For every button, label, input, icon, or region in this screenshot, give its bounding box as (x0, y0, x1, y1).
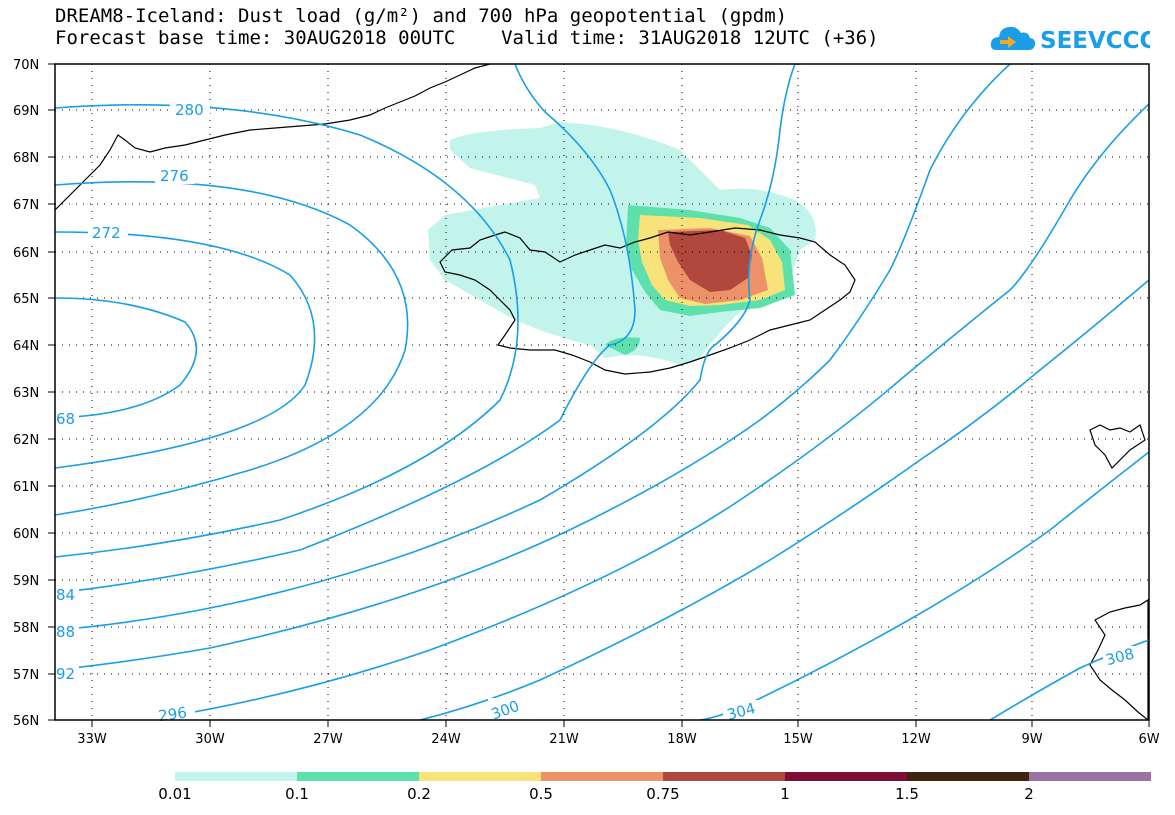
lat-label: 61N (13, 480, 39, 495)
lat-label: 64N (13, 339, 39, 354)
dust-level-0.1-south (605, 337, 640, 355)
colorbar-label: 0.01 (158, 785, 192, 803)
lat-label: 66N (13, 246, 39, 261)
scotland-coastline (1089, 598, 1149, 720)
contour-296 (159, 103, 1149, 719)
colorbar-swatch (785, 772, 907, 781)
iceland-coastline (439, 227, 856, 375)
lon-label: 15W (783, 732, 813, 747)
colorbar-label: 0.2 (407, 785, 431, 803)
longitude-labels: 33W 30W 27W 24W 21W 18W 15W 12W 9W 6W (77, 732, 1159, 747)
contour-label-280: 280 (175, 101, 204, 119)
contour-label-284: 84 (56, 586, 75, 604)
contour-272 (55, 231, 316, 469)
latitude-labels: 70N 69N 68N 67N 66N 65N 64N 63N 62N 61N … (13, 58, 39, 729)
contour-304 (699, 451, 1149, 720)
colorbar-swatch (541, 772, 663, 781)
lon-label: 6W (1138, 732, 1159, 747)
lon-label: 9W (1021, 732, 1042, 747)
forecast-times: Forecast base time: 30AUG2018 00UTC Vali… (55, 27, 879, 49)
lat-label: 56N (13, 714, 39, 729)
contour-label-296: 296 (157, 703, 188, 725)
colorbar-label: 1.5 (895, 785, 919, 803)
geopotential-contours (55, 64, 1149, 720)
lon-label: 18W (667, 732, 697, 747)
colorbar-swatch (175, 772, 297, 781)
lat-label: 65N (13, 292, 39, 307)
contour-label-276: 276 (160, 167, 189, 185)
contour-300 (419, 279, 1149, 720)
lon-label: 24W (431, 732, 461, 747)
lat-label: 58N (13, 621, 39, 636)
lat-label: 70N (13, 58, 39, 73)
lat-label: 67N (13, 198, 39, 213)
cloud-logo-icon (990, 26, 1036, 50)
colorbar-swatch (907, 772, 1029, 781)
colorbar-label: 0.75 (646, 785, 680, 803)
colorbar-label: 0.1 (285, 785, 309, 803)
seevccc-logo: SEEVCCC (990, 26, 1150, 54)
lon-label: 12W (901, 732, 931, 747)
colorbar-label: 1 (780, 785, 790, 803)
contour-280 (55, 104, 519, 558)
lat-label: 59N (13, 574, 39, 589)
lat-label: 68N (13, 151, 39, 166)
greenland-coastline (55, 64, 491, 211)
contour-288 (55, 64, 796, 631)
lat-label: 60N (13, 527, 39, 542)
contour-268 (55, 297, 198, 419)
lon-label: 27W (313, 732, 343, 747)
colorbar-label: 2 (1024, 785, 1034, 803)
axis-ticks (48, 63, 1150, 727)
lat-label: 63N (13, 386, 39, 401)
lat-label: 62N (13, 433, 39, 448)
dust-load-colorbar (175, 772, 1151, 781)
dust-load-shading (428, 122, 816, 365)
colorbar-swatch (663, 772, 785, 781)
logo-text: SEEVCCC (1040, 28, 1150, 54)
lon-label: 21W (549, 732, 579, 747)
contour-label-268: 68 (56, 410, 75, 428)
colorbar-swatch (419, 772, 541, 781)
colorbar-swatch (297, 772, 419, 781)
contour-label-292: 92 (56, 665, 75, 683)
contour-292 (55, 64, 1011, 671)
contour-labels: 280 276 272 68 84 88 92 296 300 304 308 (55, 100, 1143, 725)
contour-label-288: 88 (56, 623, 75, 641)
map-title: DREAM8-Iceland: Dust load (g/m²) and 700… (55, 5, 788, 27)
dust-level-0.75 (668, 230, 752, 292)
lat-label: 57N (13, 668, 39, 683)
lon-label: 30W (195, 732, 225, 747)
contour-276 (55, 180, 409, 516)
lat-label: 69N (13, 104, 39, 119)
contour-label-272: 272 (92, 224, 121, 242)
lon-label: 33W (77, 732, 107, 747)
faroe-islands-coastline (1089, 424, 1146, 469)
coastlines (55, 64, 1149, 720)
colorbar-swatch (1029, 772, 1151, 781)
colorbar-label: 0.5 (529, 785, 553, 803)
contour-284 (55, 64, 636, 594)
